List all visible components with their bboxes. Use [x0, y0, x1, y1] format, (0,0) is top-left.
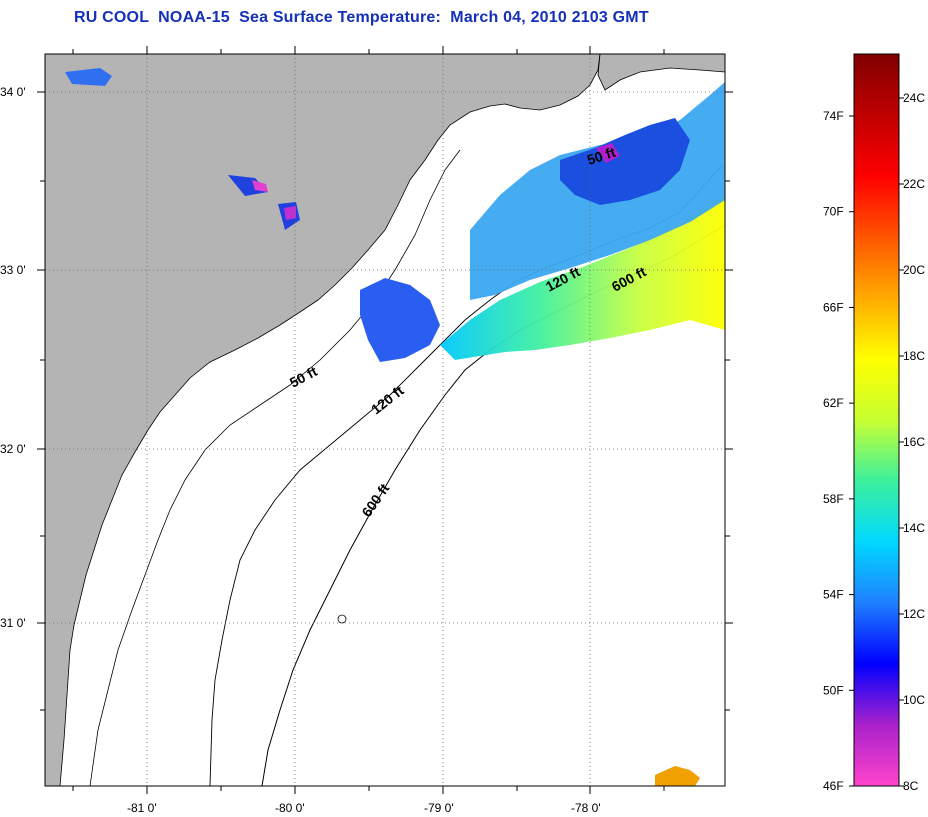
sst-lake-1-warm: [252, 180, 268, 192]
lat-label-33: 33 0': [0, 263, 26, 277]
lon-label-81: -81 0': [127, 801, 157, 815]
map-ticks: [37, 46, 733, 794]
sst-nearshore-patch: [65, 68, 112, 86]
sst-warm-band: [440, 195, 725, 360]
map-gridlines: [45, 54, 725, 786]
sst-lake-2-warm: [284, 206, 296, 220]
lon-label-80: -80 0': [275, 801, 305, 815]
lat-label-31: 31 0': [0, 616, 26, 630]
sst-southeast-warm: [655, 766, 700, 786]
sst-coldest-spot: [596, 143, 620, 163]
sst-cold-core: [560, 118, 690, 205]
land-mass: [45, 54, 601, 786]
contour-50ft: [89, 149, 461, 786]
lon-label-79: -79 0': [424, 801, 454, 815]
land-mass-cape: [597, 54, 725, 91]
map-frame: [44, 53, 726, 787]
sst-cold-plume: [360, 278, 440, 362]
lat-label-34: 34 0': [0, 85, 26, 99]
lon-label-78: -78 0': [571, 801, 601, 815]
lat-label-32: 32 0': [0, 442, 26, 456]
map-title: RU COOL NOAA-15 Sea Surface Temperature:…: [74, 9, 649, 26]
sst-lake-1: [228, 175, 268, 196]
